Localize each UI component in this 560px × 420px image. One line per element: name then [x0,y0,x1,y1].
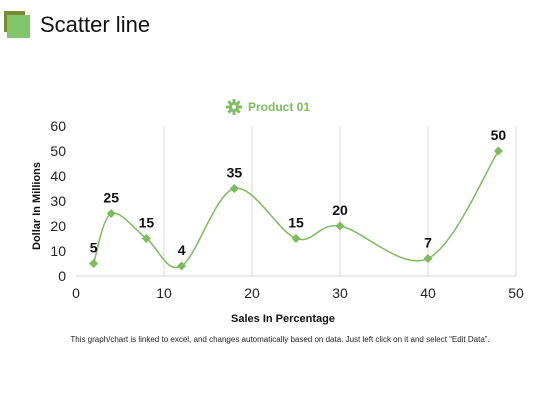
data-point [291,234,301,243]
data-point [89,259,99,268]
y-tick-label: 10 [50,243,66,259]
legend-label: Product 01 [248,100,311,114]
x-tick-label: 10 [156,285,172,301]
x-tick-labels: 0 10 20 30 40 50 [72,285,524,301]
logo-square-front [7,15,30,38]
data-label: 15 [288,215,304,231]
y-tick-label: 0 [58,268,66,284]
footnote: This graph/chart is linked to excel, and… [70,335,490,344]
x-tick-label: 20 [244,285,260,301]
series-line [92,150,500,269]
data-point [229,184,239,193]
x-axis-label: Sales In Percentage [231,313,335,325]
data-point [335,221,345,231]
data-labels: 5 25 15 4 35 15 20 7 50 [90,127,507,258]
data-point [177,261,187,271]
series-markers [89,146,503,271]
y-tick-label: 20 [50,218,66,234]
data-point [106,209,116,218]
x-tick-label: 50 [508,285,524,301]
y-tick-label: 60 [50,118,66,134]
chart-grid [163,126,517,276]
chart-legend: Product 01 [226,99,310,115]
y-tick-label: 40 [50,168,66,184]
data-label: 15 [139,215,155,231]
y-tick-labels: 0 10 20 30 40 50 60 [50,118,66,284]
y-tick-label: 30 [50,193,66,209]
data-label: 25 [103,190,119,206]
data-point [141,234,151,243]
data-point [423,254,433,263]
data-label: 20 [332,202,348,218]
page-title: Scatter line [40,12,151,37]
data-label: 35 [227,165,243,181]
x-tick-label: 0 [72,285,80,301]
x-tick-label: 40 [420,285,436,301]
data-label: 5 [90,240,98,256]
data-point [493,146,503,156]
y-tick-label: 50 [50,143,66,159]
data-label: 4 [178,242,186,258]
data-label: 7 [424,235,432,251]
y-axis-label: Dollar In Millions [31,162,43,250]
gear-icon [226,99,242,115]
data-label: 50 [491,127,507,143]
x-tick-label: 30 [332,285,348,301]
